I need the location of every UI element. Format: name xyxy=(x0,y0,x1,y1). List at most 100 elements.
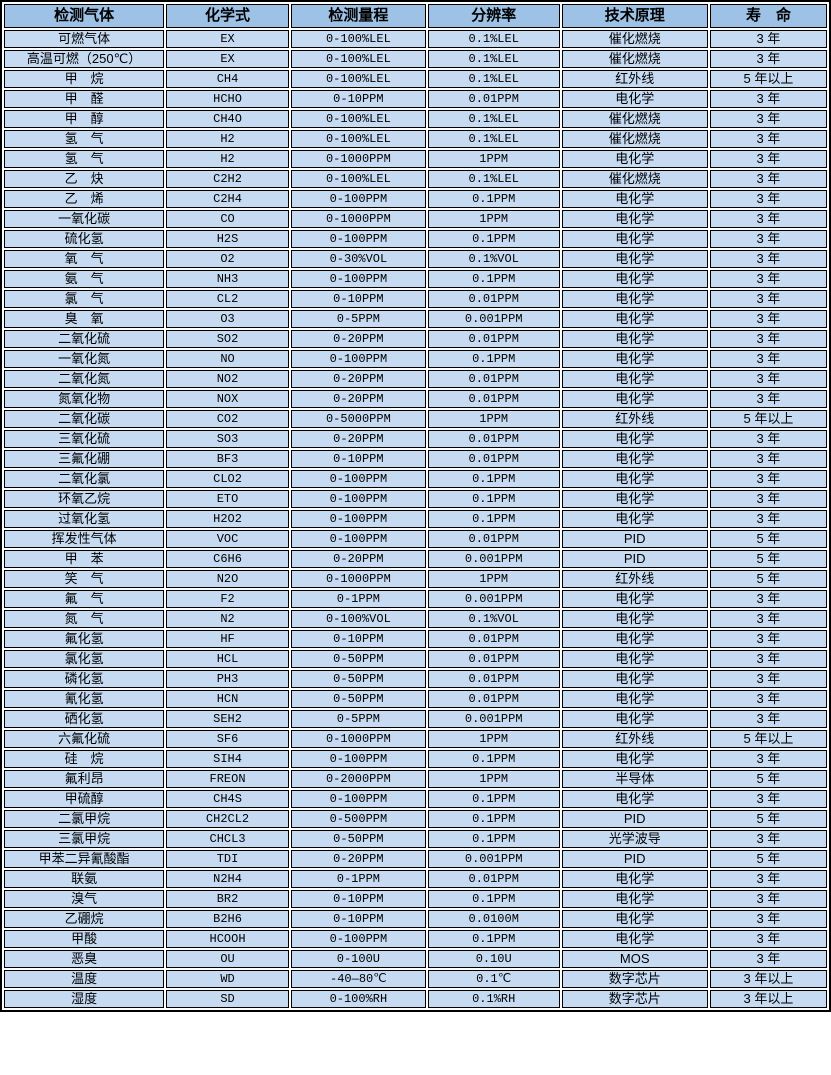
table-row: 硒化氢 SEH2 0-5PPM 0.001PPM 电化学 3 年 xyxy=(4,710,827,728)
table-cell: 0-100%LEL xyxy=(290,50,426,68)
table-cell: 0-30%VOL xyxy=(290,250,426,268)
table-cell: 0-10PPM xyxy=(290,910,426,928)
table-cell: 氢 气 xyxy=(4,150,165,168)
table-cell: 0.01PPM xyxy=(427,370,560,388)
table-cell: 0-100PPM xyxy=(290,230,426,248)
table-cell: PID xyxy=(561,530,708,548)
table-cell: 3 年 xyxy=(709,50,827,68)
table-cell: 0.0100M xyxy=(427,910,560,928)
table-cell: 0.1PPM xyxy=(427,270,560,288)
table-cell: 甲 醇 xyxy=(4,110,165,128)
table-cell: 氮氧化物 xyxy=(4,390,165,408)
table-cell: 笑 气 xyxy=(4,570,165,588)
table-cell: 0-100%LEL xyxy=(290,130,426,148)
table-row: 甲 醇 CH4O 0-100%LEL 0.1%LEL 催化燃烧 3 年 xyxy=(4,110,827,128)
table-cell: 0-5PPM xyxy=(290,710,426,728)
table-cell: 催化燃烧 xyxy=(561,130,708,148)
table-cell: F2 xyxy=(166,590,289,608)
table-cell: SD xyxy=(166,990,289,1008)
table-cell: 0-10PPM xyxy=(290,450,426,468)
table-row: 三氟化硼 BF3 0-10PPM 0.01PPM 电化学 3 年 xyxy=(4,450,827,468)
table-row: 一氧化氮 NO 0-100PPM 0.1PPM 电化学 3 年 xyxy=(4,350,827,368)
table-cell: N2O xyxy=(166,570,289,588)
header-row: 检测气体 化学式 检测量程 分辨率 技术原理寿 命 xyxy=(4,4,827,28)
table-cell: 1PPM xyxy=(427,770,560,788)
table-cell: C2H2 xyxy=(166,170,289,188)
table-cell: 二氧化硫 xyxy=(4,330,165,348)
table-cell: 电化学 xyxy=(561,290,708,308)
table-cell: 三氟化硼 xyxy=(4,450,165,468)
table-cell: 一氧化碳 xyxy=(4,210,165,228)
table-cell: 乙 烯 xyxy=(4,190,165,208)
table-row: 三氧化硫 SO3 0-20PPM 0.01PPM 电化学 3 年 xyxy=(4,430,827,448)
table-cell: 0.1PPM xyxy=(427,890,560,908)
table-cell: 电化学 xyxy=(561,250,708,268)
table-cell: 电化学 xyxy=(561,890,708,908)
table-cell: 红外线 xyxy=(561,70,708,88)
table-cell: 催化燃烧 xyxy=(561,110,708,128)
table-cell: 3 年 xyxy=(709,470,827,488)
table-cell: 环氧乙烷 xyxy=(4,490,165,508)
table-cell: 3 年 xyxy=(709,310,827,328)
table-cell: 氯 气 xyxy=(4,290,165,308)
table-cell: 1PPM xyxy=(427,730,560,748)
table-cell: NH3 xyxy=(166,270,289,288)
table-cell: BR2 xyxy=(166,890,289,908)
table-row: 温度 WD -40—80℃ 0.1℃ 数字芯片 3 年以上 xyxy=(4,970,827,988)
table-cell: 0-20PPM xyxy=(290,550,426,568)
table-cell: 0-100PPM xyxy=(290,750,426,768)
table-cell: 溴气 xyxy=(4,890,165,908)
table-cell: 3 年 xyxy=(709,610,827,628)
table-cell: 3 年 xyxy=(709,490,827,508)
table-cell: 1PPM xyxy=(427,210,560,228)
table-cell: CHCL3 xyxy=(166,830,289,848)
table-row: 二氯甲烷 CH2CL2 0-500PPM 0.1PPM PID 5 年 xyxy=(4,810,827,828)
table-cell: 0.1%VOL xyxy=(427,610,560,628)
table-cell: 乙硼烷 xyxy=(4,910,165,928)
table-cell: 3 年 xyxy=(709,290,827,308)
table-cell: 电化学 xyxy=(561,90,708,108)
table-cell: 0-100%RH xyxy=(290,990,426,1008)
table-cell: 3 年 xyxy=(709,210,827,228)
table-cell: 氢 气 xyxy=(4,130,165,148)
table-cell: 3 年 xyxy=(709,450,827,468)
table-cell: 0.1PPM xyxy=(427,750,560,768)
table-cell: N2 xyxy=(166,610,289,628)
table-cell: 二氧化氯 xyxy=(4,470,165,488)
table-cell: 0.1PPM xyxy=(427,350,560,368)
table-cell: 1PPM xyxy=(427,570,560,588)
table-cell: 可燃气体 xyxy=(4,30,165,48)
table-cell: HF xyxy=(166,630,289,648)
table-cell: 氰化氢 xyxy=(4,690,165,708)
column-header: 化学式 xyxy=(166,4,289,28)
table-row: 硅 烷 SIH4 0-100PPM 0.1PPM 电化学 3 年 xyxy=(4,750,827,768)
table-cell: 3 年 xyxy=(709,390,827,408)
table-cell: 3 年 xyxy=(709,710,827,728)
table-cell: 0-100%LEL xyxy=(290,170,426,188)
table-cell: 电化学 xyxy=(561,650,708,668)
table-cell: WD xyxy=(166,970,289,988)
table-cell: H2S xyxy=(166,230,289,248)
table-cell: 0-100PPM xyxy=(290,790,426,808)
table-cell: 0-1PPM xyxy=(290,870,426,888)
table-cell: EX xyxy=(166,50,289,68)
table-cell: 0.1PPM xyxy=(427,190,560,208)
table-cell: 电化学 xyxy=(561,710,708,728)
table-cell: 0.01PPM xyxy=(427,630,560,648)
table-cell: 电化学 xyxy=(561,610,708,628)
table-row: 甲 苯 C6H6 0-20PPM 0.001PPM PID 5 年 xyxy=(4,550,827,568)
table-cell: 电化学 xyxy=(561,490,708,508)
table-cell: 3 年以上 xyxy=(709,970,827,988)
table-cell: BF3 xyxy=(166,450,289,468)
column-header: 寿 命 xyxy=(709,4,827,28)
table-cell: 0-100PPM xyxy=(290,190,426,208)
table-cell: 0-1PPM xyxy=(290,590,426,608)
table-cell: 甲酸 xyxy=(4,930,165,948)
table-row: 乙 烯 C2H4 0-100PPM 0.1PPM 电化学 3 年 xyxy=(4,190,827,208)
table-cell: 0.001PPM xyxy=(427,310,560,328)
table-cell: 0.1%LEL xyxy=(427,110,560,128)
table-cell: 乙 炔 xyxy=(4,170,165,188)
table-cell: 0.1%VOL xyxy=(427,250,560,268)
table-cell: 5 年 xyxy=(709,810,827,828)
